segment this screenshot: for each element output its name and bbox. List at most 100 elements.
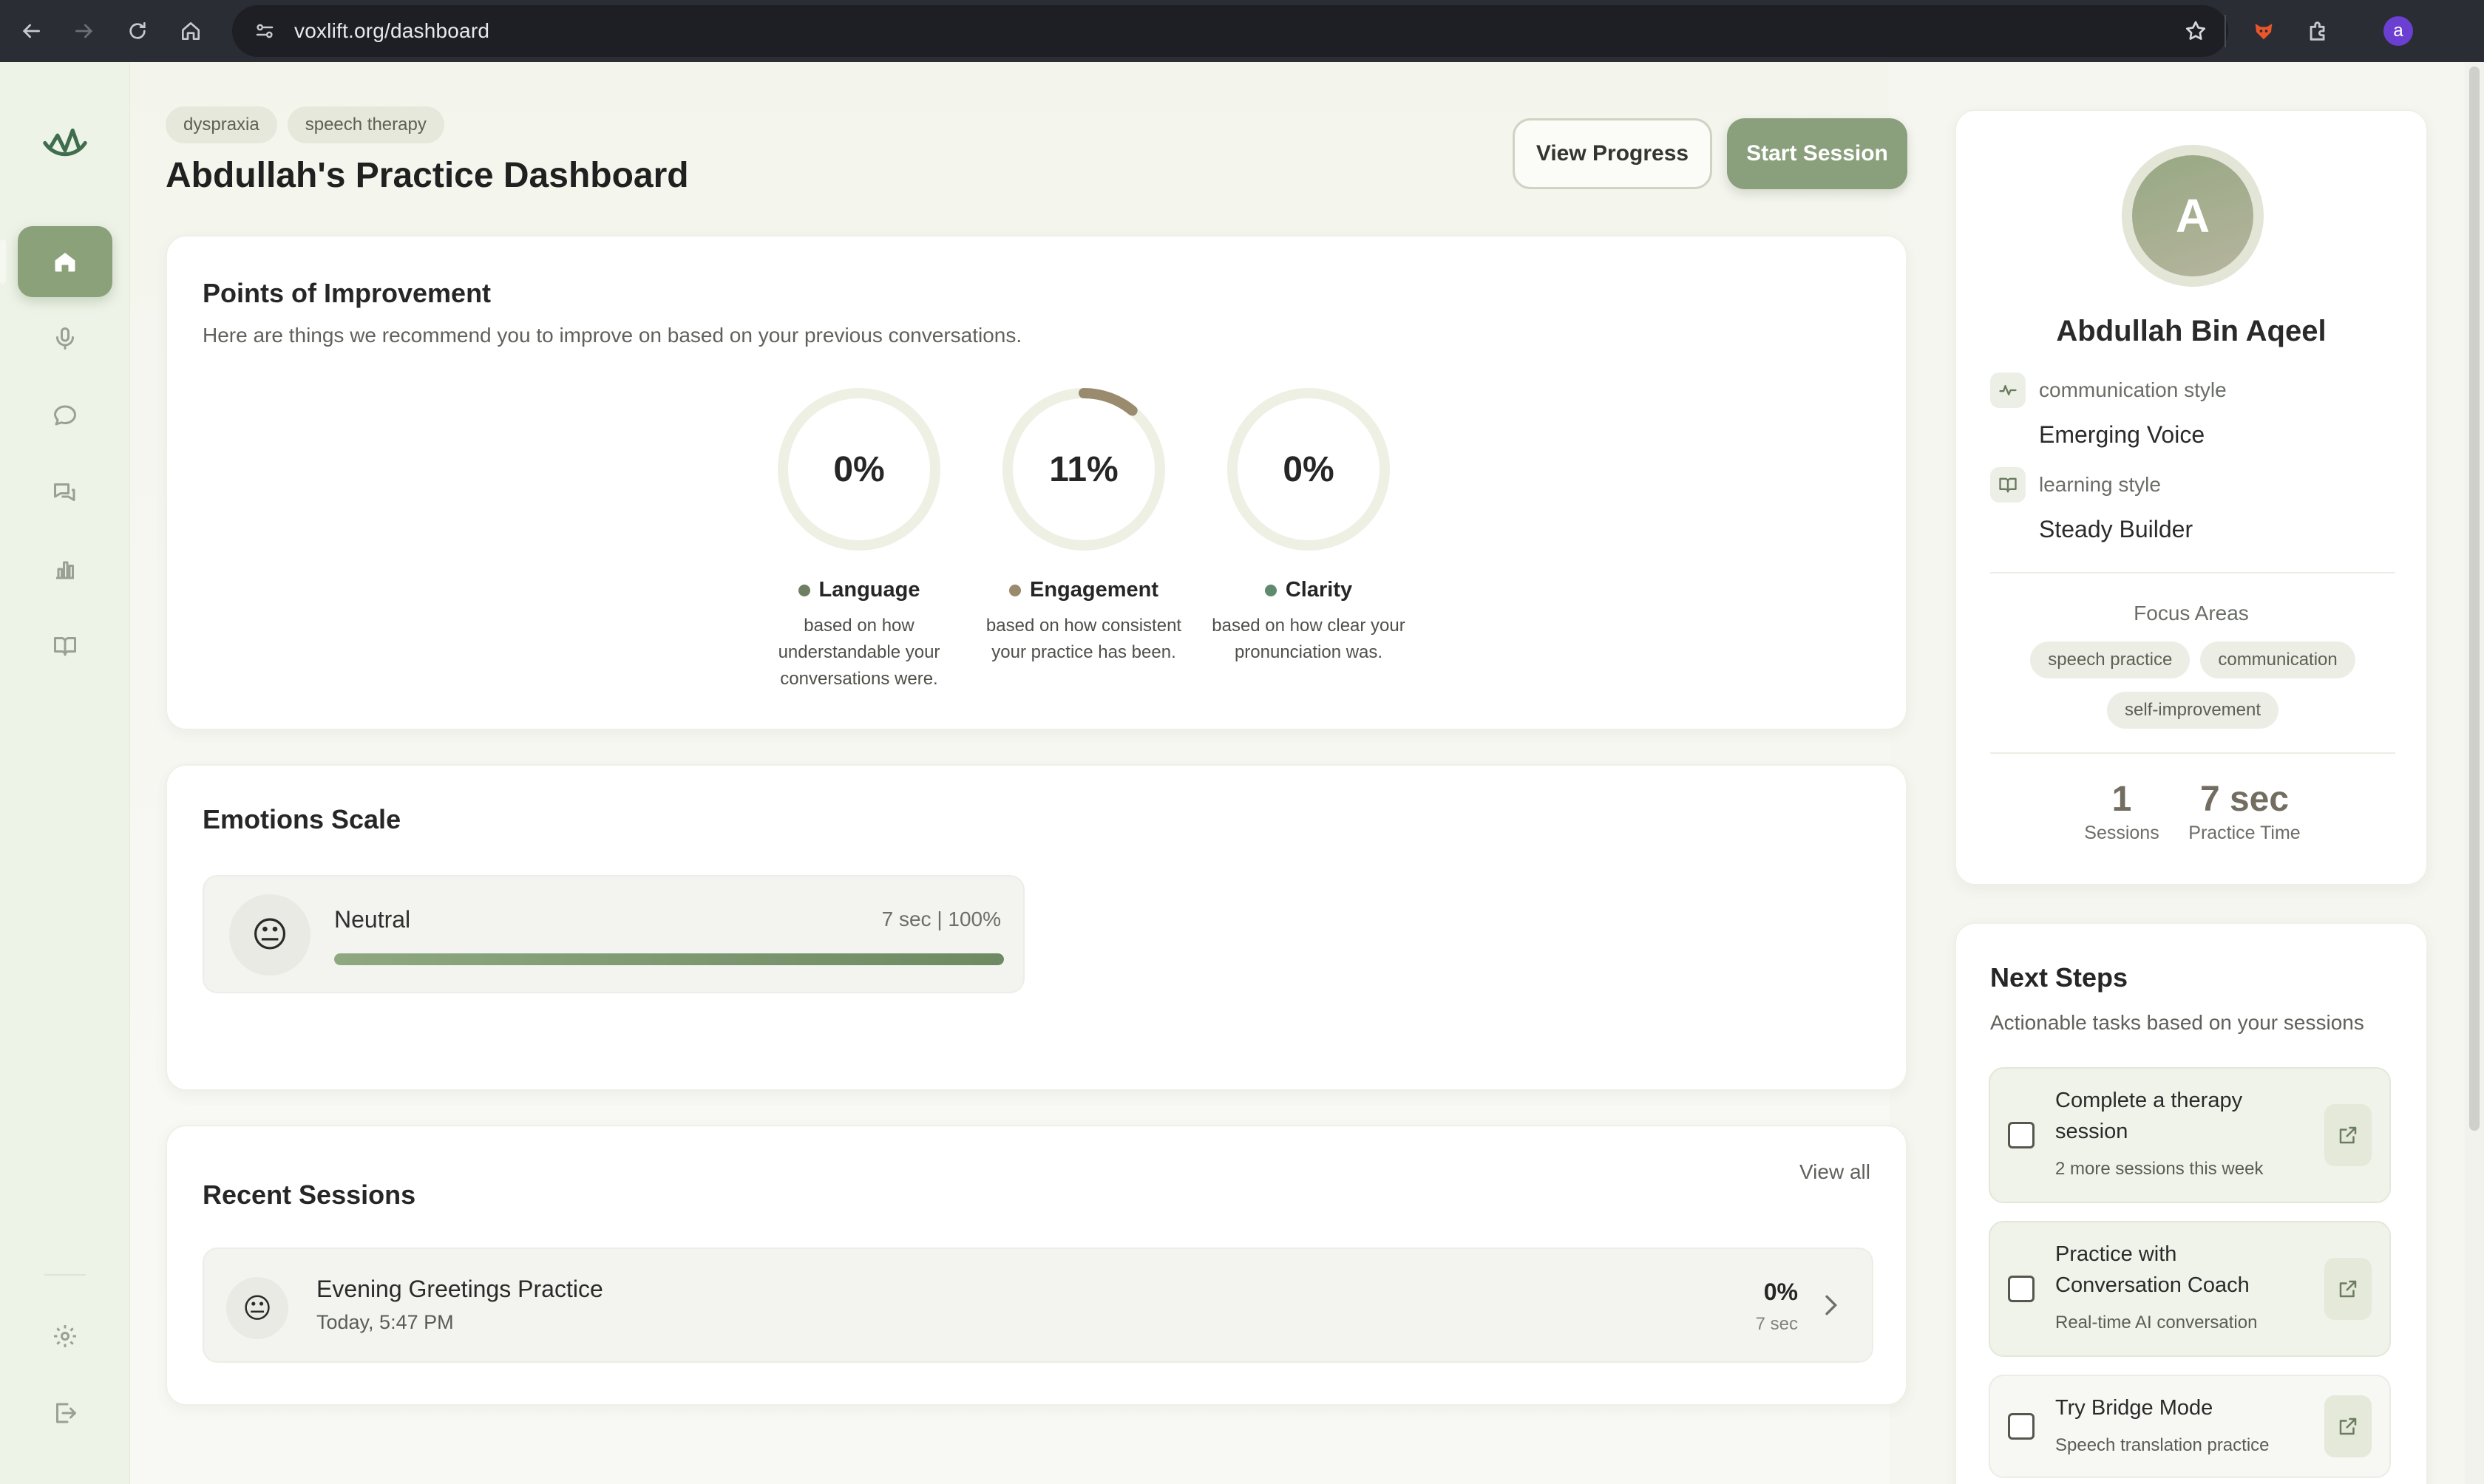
- practice-time-stat: 7 sec Practice Time: [2178, 779, 2311, 844]
- task-item[interactable]: Try Bridge Mode Speech translation pract…: [1989, 1375, 2391, 1478]
- metric-language: 0% Language based on how understandable …: [748, 384, 970, 692]
- next-steps-subtitle: Actionable tasks based on your sessions: [1990, 1011, 2364, 1034]
- metric-label: Clarity: [1285, 578, 1353, 602]
- start-session-button[interactable]: Start Session: [1727, 118, 1907, 189]
- recent-sessions-title: Recent Sessions: [203, 1180, 416, 1210]
- voxlift-logo-icon[interactable]: [40, 115, 90, 166]
- conversations-icon: [54, 483, 75, 501]
- avatar: A: [2122, 145, 2264, 287]
- metric-percent: 0%: [833, 449, 885, 489]
- progress-ring: 0%: [1224, 384, 1394, 554]
- sidebar-item-chat[interactable]: [18, 380, 112, 451]
- sidebar-nav: [0, 62, 130, 1484]
- profile-card: A Abdullah Bin Aqeel communication style…: [1955, 109, 2428, 885]
- next-steps-card: Next Steps Actionable tasks based on you…: [1955, 922, 2428, 1484]
- profile-divider: [1990, 752, 2395, 754]
- sidebar-item-logout[interactable]: [18, 1378, 112, 1449]
- focus-tag: communication: [2200, 641, 2355, 678]
- learning-style-row: learning style: [1990, 467, 2161, 503]
- task-checkbox[interactable]: [2008, 1122, 2035, 1148]
- metric-engagement: 11% Engagement based on how consistent y…: [973, 384, 1195, 666]
- reload-button[interactable]: [115, 9, 160, 53]
- bookmark-star-icon[interactable]: [2175, 10, 2216, 52]
- session-title: Evening Greetings Practice: [316, 1276, 603, 1302]
- neutral-face-icon: 😐: [229, 894, 310, 976]
- chevron-right-icon: [1825, 1295, 1838, 1315]
- sessions-stat: 1 Sessions: [2077, 779, 2166, 844]
- emotion-item: 😐 Neutral 7 sec | 100%: [203, 875, 1025, 993]
- session-row[interactable]: 😐 Evening Greetings Practice Today, 5:47…: [203, 1248, 1873, 1363]
- sidebar-item-settings[interactable]: [18, 1301, 112, 1372]
- view-progress-button[interactable]: View Progress: [1513, 118, 1712, 189]
- sidebar-item-library[interactable]: [18, 610, 112, 681]
- microphone-icon: [56, 327, 74, 350]
- progress-ring: 11%: [999, 384, 1169, 554]
- metric-label: Language: [818, 578, 920, 602]
- task-checkbox[interactable]: [2008, 1413, 2035, 1440]
- task-checkbox[interactable]: [2008, 1276, 2035, 1302]
- sidebar-item-analytics[interactable]: [18, 534, 112, 605]
- task-item[interactable]: Complete a therapy session 2 more sessio…: [1989, 1067, 2391, 1203]
- external-link-icon[interactable]: [2324, 1104, 2372, 1166]
- emotion-bar: [334, 953, 1004, 965]
- task-subtitle: Real-time AI conversation: [2055, 1313, 2258, 1332]
- practice-time-value: 7 sec: [2199, 780, 2290, 819]
- metric-percent: 11%: [1049, 449, 1119, 489]
- pulse-icon: [1990, 372, 2026, 408]
- profile-divider: [1990, 572, 2395, 573]
- session-duration: 7 sec: [1755, 1314, 1798, 1334]
- task-item[interactable]: Practice with Conversation Coach Real-ti…: [1989, 1221, 2391, 1357]
- learning-style-label: learning style: [2039, 473, 2161, 496]
- main-content: dyspraxia speech therapy Abdullah's Prac…: [130, 62, 1907, 1484]
- forward-button[interactable]: [62, 9, 106, 53]
- address-bar[interactable]: voxlift.org/dashboard: [232, 5, 2228, 57]
- emotion-name: Neutral: [334, 906, 411, 933]
- profile-initial: a: [2383, 16, 2413, 46]
- avatar-initial: A: [2132, 155, 2253, 276]
- task-title: Practice with Conversation Coach: [2055, 1242, 2250, 1297]
- profile-avatar[interactable]: a: [2376, 9, 2420, 53]
- metric-dot: [1008, 584, 1021, 596]
- url-text: voxlift.org/dashboard: [294, 19, 490, 42]
- sessions-count: 1: [2111, 780, 2132, 819]
- external-link-icon[interactable]: [2324, 1258, 2372, 1320]
- metric-label: Engagement: [1029, 578, 1159, 602]
- improvement-title: Points of Improvement: [203, 278, 492, 308]
- communication-style-label: communication style: [2039, 378, 2227, 401]
- sidebar-item-home[interactable]: [0, 226, 112, 297]
- improvement-subtitle: Here are things we recommend you to impr…: [203, 324, 1022, 347]
- external-link-icon[interactable]: [2324, 1395, 2372, 1457]
- view-all-link[interactable]: View all: [1799, 1160, 1870, 1183]
- session-score: 0%: [1763, 1279, 1798, 1305]
- back-button[interactable]: [9, 9, 53, 53]
- metric-clarity: 0% Clarity based on how clear your pronu…: [1198, 384, 1419, 666]
- focus-areas-title: Focus Areas: [2134, 602, 2249, 624]
- task-subtitle: 2 more sessions this week: [2055, 1159, 2264, 1179]
- practice-time-label: Practice Time: [2188, 823, 2301, 843]
- sidebar-item-microphone[interactable]: [18, 303, 112, 374]
- focus-tag: self-improvement: [2106, 692, 2279, 729]
- gear-icon: [54, 1325, 76, 1347]
- sidebar-item-conversations[interactable]: [18, 457, 112, 528]
- home-button[interactable]: [169, 9, 213, 53]
- emotion-meta: 7 sec | 100%: [881, 908, 1001, 930]
- browser-toolbar: voxlift.org/dashboard a: [0, 0, 2484, 62]
- tag-chip: dyspraxia: [166, 106, 277, 143]
- sessions-label: Sessions: [2084, 823, 2159, 843]
- logout-icon: [56, 1403, 76, 1423]
- metric-description: based on how clear your pronunciation wa…: [1212, 616, 1405, 662]
- extensions-puzzle-icon[interactable]: [2296, 9, 2341, 53]
- improvement-card: Points of Improvement Here are things we…: [166, 235, 1907, 730]
- book-icon: [1990, 467, 2026, 503]
- extension-fox-icon[interactable]: [2242, 9, 2286, 53]
- page-title: Abdullah's Practice Dashboard: [166, 156, 689, 195]
- task-title: Try Bridge Mode: [2055, 1396, 2213, 1420]
- emotions-title: Emotions Scale: [203, 804, 401, 834]
- site-settings-icon[interactable]: [244, 10, 285, 52]
- communication-style-value: Emerging Voice: [2039, 421, 2205, 448]
- chat-bubble-icon: [54, 405, 76, 426]
- next-steps-title: Next Steps: [1990, 962, 2128, 993]
- metric-percent: 0%: [1283, 449, 1334, 489]
- profile-name: Abdullah Bin Aqeel: [2056, 315, 2327, 347]
- page-scrollbar-thumb[interactable]: [2469, 67, 2480, 1131]
